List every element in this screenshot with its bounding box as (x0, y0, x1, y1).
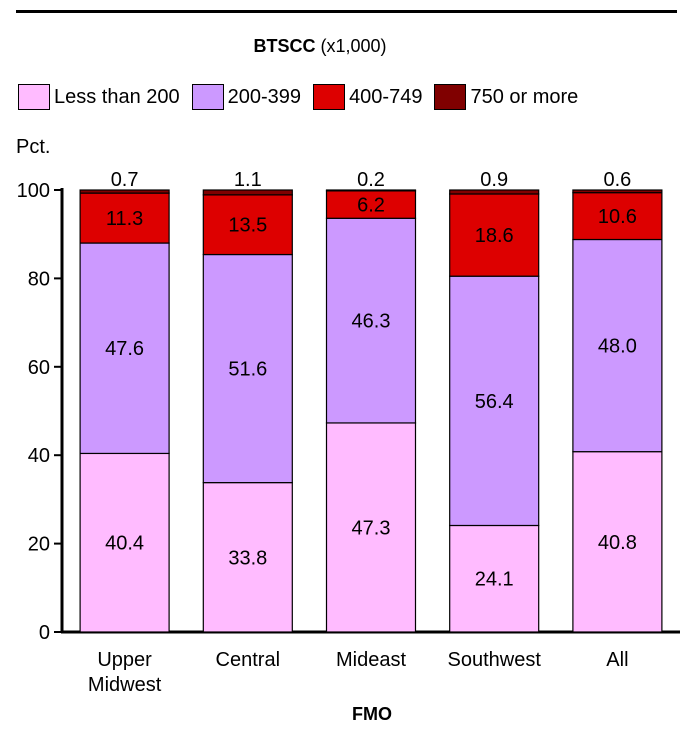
bar-segment (79, 189, 170, 194)
legend-item-less-than-200: Less than 200 (18, 84, 180, 110)
data-label: 1.1 (234, 169, 262, 191)
bar-segment (449, 524, 540, 633)
category-label: Central (216, 649, 280, 671)
data-label: 48.0 (598, 336, 637, 358)
category-label: All (606, 649, 628, 671)
bar-segment (572, 192, 663, 241)
y-tick-label: 60 (28, 357, 50, 379)
data-label: 40.8 (598, 532, 637, 554)
category-label: Southwest (448, 649, 542, 671)
data-label: 56.4 (475, 391, 514, 413)
data-label: 0.7 (111, 169, 139, 191)
y-tick-label: 0 (39, 622, 50, 644)
bar-segment (325, 217, 417, 424)
data-label: 0.9 (480, 169, 508, 191)
category-label: Mideast (336, 649, 406, 671)
data-label: 6.2 (357, 195, 385, 217)
bar-segment (572, 238, 663, 453)
legend-label-400-749: 400-749 (349, 85, 423, 108)
data-label: 33.8 (228, 547, 267, 569)
x-axis-label: FMO (352, 704, 392, 724)
bar-segment (572, 189, 663, 194)
bar-segment (79, 452, 170, 633)
data-label: 51.6 (228, 359, 267, 381)
legend-item-400-749: 400-749 (313, 84, 422, 110)
category-label: Upper (97, 649, 152, 671)
legend-title-bold: BTSCC (253, 36, 316, 56)
legend-title: BTSCC (x1,000) (0, 36, 640, 57)
bar-segment (449, 275, 540, 527)
y-axis-label: Pct. (16, 136, 51, 158)
bar-segment (449, 193, 540, 277)
bar-segment (325, 422, 417, 633)
stacked-bar-chart: 0 20 40 60 80 100 40.4 47.6 11.3 0.7 Upper Midwest 3… (17, 169, 680, 696)
legend-swatch-less-than-200 (18, 84, 50, 110)
y-tick-label: 40 (28, 445, 50, 467)
legend-swatch-200-399 (191, 84, 224, 110)
data-label: 46.3 (352, 311, 391, 333)
bar-segment (79, 192, 170, 244)
legend-label-less-than-200: Less than 200 (54, 85, 180, 108)
y-tick-label: 80 (28, 268, 50, 290)
data-label: 24.1 (475, 569, 514, 591)
top-rule (16, 10, 677, 13)
data-label: 40.4 (105, 533, 144, 555)
data-label: 11.3 (106, 208, 143, 230)
y-tick-label: 100 (17, 180, 50, 202)
data-label: 0.6 (603, 169, 631, 191)
legend: Less than 200 200-399 400-749 750 or mor… (18, 84, 590, 110)
bar-segment (79, 242, 170, 455)
data-label: 13.5 (228, 215, 267, 237)
legend-swatch-400-749 (313, 84, 346, 110)
bar-segment (202, 482, 293, 633)
legend-swatch-750-or-more (434, 84, 467, 110)
data-label: 10.6 (598, 206, 637, 228)
legend-label-750-or-more: 750 or more (470, 85, 579, 108)
bar-segment (325, 189, 417, 192)
legend-label-200-399: 200-399 (227, 85, 302, 108)
bar-segment (449, 189, 540, 195)
data-label: 47.3 (352, 517, 391, 539)
y-tick-label: 20 (28, 534, 50, 556)
bar-segment (572, 451, 663, 633)
legend-item-200-399: 200-399 (191, 84, 302, 110)
data-label: 0.2 (357, 169, 385, 191)
data-label: 47.6 (105, 338, 144, 360)
bar-segment (202, 189, 293, 196)
legend-title-unit: (x1,000) (320, 36, 387, 56)
category-label: Midwest (88, 674, 162, 696)
data-label: 18.6 (475, 225, 514, 247)
legend-item-750-or-more: 750 or more (434, 84, 578, 110)
bar-segment (202, 194, 293, 256)
